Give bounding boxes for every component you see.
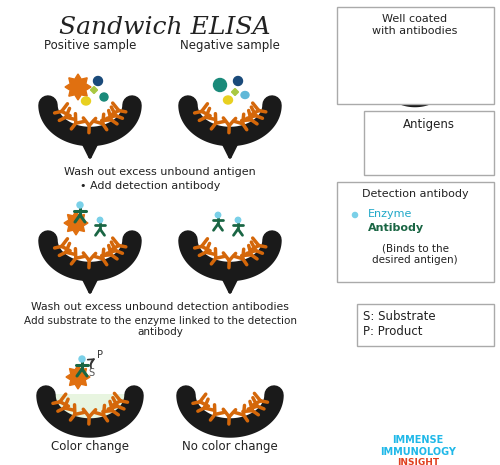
FancyBboxPatch shape (337, 182, 494, 282)
Ellipse shape (79, 356, 85, 362)
Text: Add substrate to the enzyme linked to the detection antibody: Add substrate to the enzyme linked to th… (24, 315, 296, 337)
Polygon shape (65, 74, 91, 100)
Text: Antigens: Antigens (403, 118, 455, 131)
Polygon shape (377, 142, 399, 164)
Ellipse shape (77, 202, 83, 208)
Polygon shape (424, 144, 432, 152)
FancyBboxPatch shape (337, 7, 494, 104)
Ellipse shape (214, 79, 226, 92)
Polygon shape (66, 365, 90, 389)
Ellipse shape (352, 213, 358, 218)
Text: Detection antibody: Detection antibody (362, 189, 469, 199)
Ellipse shape (216, 213, 220, 218)
Text: Enzyme: Enzyme (368, 209, 412, 219)
Ellipse shape (98, 217, 102, 223)
FancyBboxPatch shape (364, 111, 494, 175)
Text: Wash out excess unbound antigen: Wash out excess unbound antigen (64, 166, 256, 177)
Ellipse shape (241, 92, 249, 99)
Text: Wash out excess unbound detection antibodies: Wash out excess unbound detection antibo… (31, 301, 289, 312)
Polygon shape (46, 395, 134, 428)
Ellipse shape (94, 77, 102, 86)
Text: Well coated
with antibodies: Well coated with antibodies (372, 14, 458, 36)
Text: Negative sample: Negative sample (180, 39, 280, 52)
Polygon shape (90, 86, 98, 93)
Ellipse shape (100, 93, 108, 101)
Polygon shape (232, 88, 238, 95)
Text: P: P (97, 350, 103, 360)
Text: S: Substrate
P: Product: S: Substrate P: Product (363, 310, 436, 338)
FancyBboxPatch shape (357, 304, 494, 346)
Ellipse shape (82, 97, 90, 105)
Ellipse shape (236, 217, 240, 223)
Text: IMMUNOLOGY: IMMUNOLOGY (380, 447, 456, 457)
Text: No color change: No color change (182, 440, 278, 453)
Ellipse shape (234, 77, 242, 86)
Text: Positive sample: Positive sample (44, 39, 136, 52)
Text: INSIGHT: INSIGHT (397, 458, 439, 465)
Text: Sandwich ELISA: Sandwich ELISA (60, 16, 271, 39)
Text: Antibody: Antibody (368, 223, 424, 233)
Text: S: S (88, 368, 94, 378)
Text: IMMENSE: IMMENSE (392, 435, 444, 445)
Ellipse shape (414, 154, 422, 161)
Text: • Add detection antibody: • Add detection antibody (80, 180, 220, 191)
Text: (Binds to the
desired antigen): (Binds to the desired antigen) (372, 243, 458, 265)
Ellipse shape (402, 141, 411, 151)
Polygon shape (64, 211, 88, 235)
Ellipse shape (224, 96, 232, 104)
Text: Color change: Color change (51, 440, 129, 453)
